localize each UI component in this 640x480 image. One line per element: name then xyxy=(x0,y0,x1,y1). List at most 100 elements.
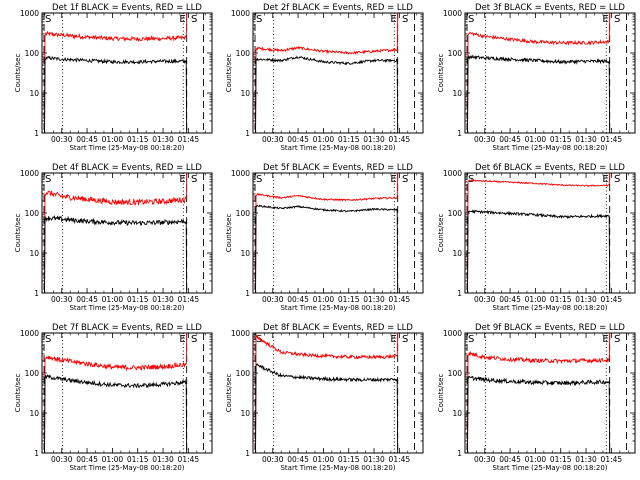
start-marker-label: S xyxy=(45,14,51,25)
x-axis-label: Start Time (25-May-08 00:18:20) xyxy=(492,464,607,472)
end-marker-label: S xyxy=(402,334,408,345)
x-tick-label: 01:00 xyxy=(313,295,335,304)
x-tick-label: 01:15 xyxy=(550,295,572,304)
x-tick-label: 01:00 xyxy=(102,295,124,304)
x-tick-label: 01:15 xyxy=(127,455,149,464)
x-tick-label: 01:00 xyxy=(102,455,124,464)
x-tick-label: 00:30 xyxy=(474,295,496,304)
start-marker-label: S xyxy=(468,174,474,185)
x-tick-label: 01:30 xyxy=(152,135,174,144)
y-tick-label: 1 xyxy=(457,289,462,298)
end-marker-label: E xyxy=(602,334,608,345)
y-axis-label: Counts/sec xyxy=(225,214,233,253)
start-marker-label: S xyxy=(256,14,262,25)
end-marker-label: S xyxy=(191,174,197,185)
x-tick-label: 01:45 xyxy=(601,135,623,144)
panel-title: Det 6f BLACK = Events, RED = LLD xyxy=(475,163,625,173)
x-tick-label: 01:15 xyxy=(127,295,149,304)
x-tick-label: 01:00 xyxy=(525,135,547,144)
x-tick-label: 01:45 xyxy=(178,135,200,144)
y-tick-label: 100 xyxy=(236,49,251,58)
y-tick-label: 1 xyxy=(245,129,250,138)
x-axis-label: Start Time (25-May-08 00:18:20) xyxy=(492,144,607,152)
x-axis-label: Start Time (25-May-08 00:18:20) xyxy=(69,464,184,472)
chart-panel-9: Det 9f BLACK = Events, RED = LLD 1 10 100 10… xyxy=(437,323,636,472)
x-tick-label: 01:30 xyxy=(152,295,174,304)
panel-title: Det 8f BLACK = Events, RED = LLD xyxy=(263,323,413,333)
x-tick-label: 01:15 xyxy=(338,455,360,464)
x-tick-label: 01:00 xyxy=(525,455,547,464)
x-tick-label: 00:45 xyxy=(499,295,521,304)
lld-series-line xyxy=(44,332,188,454)
x-tick-label: 01:00 xyxy=(313,135,335,144)
y-tick-label: 1000 xyxy=(20,169,39,178)
end-marker-label: S xyxy=(614,14,620,25)
y-tick-label: 10 xyxy=(452,89,462,98)
x-axis-label: Start Time (25-May-08 00:18:20) xyxy=(280,464,395,472)
panel-title: Det 1f BLACK = Events, RED = LLD xyxy=(52,3,202,13)
x-tick-label: 01:30 xyxy=(363,135,385,144)
y-tick-label: 10 xyxy=(240,409,250,418)
x-tick-label: 01:45 xyxy=(601,295,623,304)
x-tick-label: 01:30 xyxy=(575,135,597,144)
y-axis-label: Counts/sec xyxy=(14,214,22,253)
x-tick-label: 00:30 xyxy=(474,455,496,464)
y-tick-label: 1 xyxy=(34,129,39,138)
y-tick-label: 1000 xyxy=(443,169,462,178)
x-tick-label: 00:45 xyxy=(76,135,98,144)
y-axis-label: Counts/sec xyxy=(437,54,445,93)
lld-series-line xyxy=(467,172,611,294)
plot-frame xyxy=(464,12,636,134)
y-tick-label: 1000 xyxy=(231,329,250,338)
y-tick-label: 1000 xyxy=(231,9,250,18)
lld-series-line xyxy=(467,12,611,134)
x-tick-label: 01:15 xyxy=(338,135,360,144)
panel-title: Det 3f BLACK = Events, RED = LLD xyxy=(475,3,625,13)
x-tick-label: 01:30 xyxy=(363,455,385,464)
x-axis-label: Start Time (25-May-08 00:18:20) xyxy=(280,144,395,152)
events-series-line xyxy=(44,214,188,294)
x-axis-label: Start Time (25-May-08 00:18:20) xyxy=(69,144,184,152)
panel-title: Det 5f BLACK = Events, RED = LLD xyxy=(263,163,413,173)
chart-panel-8: Det 8f BLACK = Events, RED = LLD 1 10 100 10… xyxy=(225,323,424,472)
end-marker-label: S xyxy=(191,14,197,25)
y-tick-label: 10 xyxy=(29,249,39,258)
end-marker-label: E xyxy=(390,14,396,25)
chart-panel-6: Det 6f BLACK = Events, RED = LLD 1 10 100 10… xyxy=(437,163,636,312)
x-tick-label: 00:30 xyxy=(262,455,284,464)
y-tick-label: 1000 xyxy=(443,9,462,18)
start-marker-label: S xyxy=(468,334,474,345)
events-series-line xyxy=(255,55,399,134)
end-marker-label: S xyxy=(402,174,408,185)
y-tick-label: 100 xyxy=(25,209,40,218)
events-series-line xyxy=(255,363,399,454)
x-tick-label: 01:30 xyxy=(363,295,385,304)
y-tick-label: 10 xyxy=(240,89,250,98)
lld-series-line xyxy=(255,12,399,134)
panel-title: Det 7f BLACK = Events, RED = LLD xyxy=(52,323,202,333)
y-tick-label: 100 xyxy=(25,49,40,58)
end-marker-label: S xyxy=(402,14,408,25)
x-tick-label: 00:30 xyxy=(51,295,73,304)
events-series-line xyxy=(255,204,399,294)
plot-frame xyxy=(41,12,213,134)
end-marker-label: E xyxy=(179,14,185,25)
x-tick-label: 01:45 xyxy=(601,455,623,464)
x-tick-label: 00:30 xyxy=(262,135,284,144)
chart-panel-5: Det 5f BLACK = Events, RED = LLD 1 10 100 10… xyxy=(225,163,424,312)
y-tick-label: 10 xyxy=(452,249,462,258)
x-tick-label: 01:30 xyxy=(575,455,597,464)
y-axis-label: Counts/sec xyxy=(14,54,22,93)
plot-frame xyxy=(464,172,636,294)
x-tick-label: 01:15 xyxy=(550,455,572,464)
chart-panel-7: Det 7f BLACK = Events, RED = LLD 1 10 100 10… xyxy=(14,323,213,472)
y-tick-label: 1 xyxy=(457,129,462,138)
panel-title: Det 4f BLACK = Events, RED = LLD xyxy=(52,163,202,173)
start-marker-label: S xyxy=(468,14,474,25)
y-tick-label: 1 xyxy=(245,289,250,298)
start-marker-label: S xyxy=(256,174,262,185)
lld-series-line xyxy=(44,12,188,134)
y-axis-label: Counts/sec xyxy=(225,54,233,93)
plot-frame xyxy=(464,332,636,454)
